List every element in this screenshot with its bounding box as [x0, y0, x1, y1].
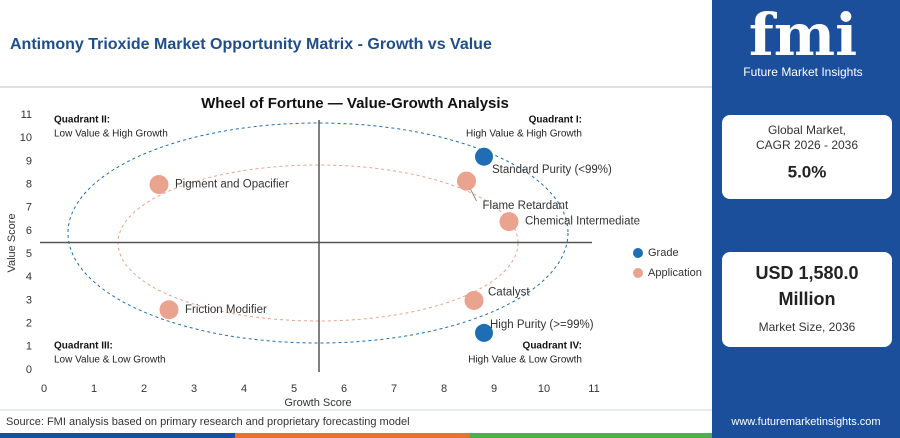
point: [499, 212, 519, 232]
legend-label: Application: [648, 267, 702, 279]
y-tick-label: 2: [26, 318, 32, 330]
point: [464, 290, 484, 310]
x-tick-label: 0: [41, 383, 47, 395]
strip: [235, 433, 470, 438]
point-label: Flame Retardant: [483, 200, 569, 212]
strip: [712, 433, 900, 438]
card: [722, 252, 892, 347]
y-tick-label: 7: [26, 202, 32, 214]
point-label: Pigment and Opacifier: [175, 179, 289, 191]
y-tick-label: 9: [26, 155, 32, 167]
card-label: Global Market, CAGR 2026 - 2036: [756, 123, 858, 152]
card-value: 5.0%: [788, 162, 827, 181]
x-tick-label: 4: [241, 383, 247, 395]
y-axis-label: Value Score: [6, 213, 18, 272]
legend-marker: [633, 268, 643, 278]
y-tick-label: 3: [26, 294, 32, 306]
strip: [0, 433, 235, 438]
x-tick-label: 6: [341, 383, 347, 395]
x-tick-label: 5: [291, 383, 297, 395]
legend-label: Grade: [648, 247, 679, 259]
chart-title: Wheel of Fortune — Value-Growth Analysis: [201, 95, 509, 112]
point-label: High Purity (>=99%): [490, 319, 594, 331]
quadrant-name: Quadrant III:: [54, 341, 113, 352]
point-label: Standard Purity (<99%): [492, 164, 612, 176]
strip: [470, 433, 712, 438]
quadrant-text: High Value & Low Growth: [468, 355, 582, 366]
point: [457, 171, 476, 191]
point: [475, 147, 493, 166]
x-tick-label: 1: [91, 383, 97, 395]
point: [159, 300, 179, 320]
y-tick-label: 11: [21, 109, 32, 121]
quadrant-name: Quadrant II:: [54, 115, 110, 126]
x-tick-label: 8: [441, 383, 447, 395]
legend-marker: [633, 248, 643, 258]
quadrant-text: High Value & High Growth: [466, 129, 582, 140]
y-tick-label: 10: [20, 132, 32, 144]
x-tick-label: 7: [391, 383, 397, 395]
y-tick-label: 8: [26, 178, 32, 190]
quadrant-text: Low Value & Low Growth: [54, 355, 166, 366]
point-label: Friction Modifier: [185, 304, 267, 316]
point-label: Catalyst: [488, 286, 530, 298]
y-tick-label: 6: [26, 225, 32, 237]
quadrant-name: Quadrant IV:: [523, 341, 582, 352]
card-label: Market Size, 2036: [759, 320, 856, 334]
x-tick-label: 2: [141, 383, 147, 395]
source: Source: FMI analysis based on primary re…: [6, 416, 410, 428]
x-tick-label: 10: [538, 383, 550, 395]
ring: [67, 122, 569, 344]
card: [722, 115, 892, 199]
x-axis-label: Growth Score: [284, 397, 351, 409]
y-tick-label: 1: [26, 341, 32, 353]
sidebar: [712, 0, 900, 438]
point-label: Chemical Intermediate: [525, 216, 640, 228]
page-title: Antimony Trioxide Market Opportunity Mat…: [10, 36, 492, 53]
point: [475, 323, 493, 342]
logo: fmi: [749, 1, 857, 69]
y-tick-label: 0: [26, 364, 32, 376]
card-value: USD 1,580.0 Million: [755, 263, 858, 309]
y-tick-label: 5: [26, 248, 32, 260]
y-tick-label: 4: [26, 271, 32, 283]
x-tick-label: 11: [588, 383, 599, 395]
point: [149, 175, 169, 195]
website: www.futuremarketinsights.com: [730, 416, 880, 428]
quadrant-text: Low Value & High Growth: [54, 129, 168, 140]
quadrant-name: Quadrant I:: [529, 115, 582, 126]
x-tick-label: 3: [191, 383, 197, 395]
brand-name: Future Market Insights: [743, 65, 862, 79]
x-tick-label: 9: [491, 383, 497, 395]
